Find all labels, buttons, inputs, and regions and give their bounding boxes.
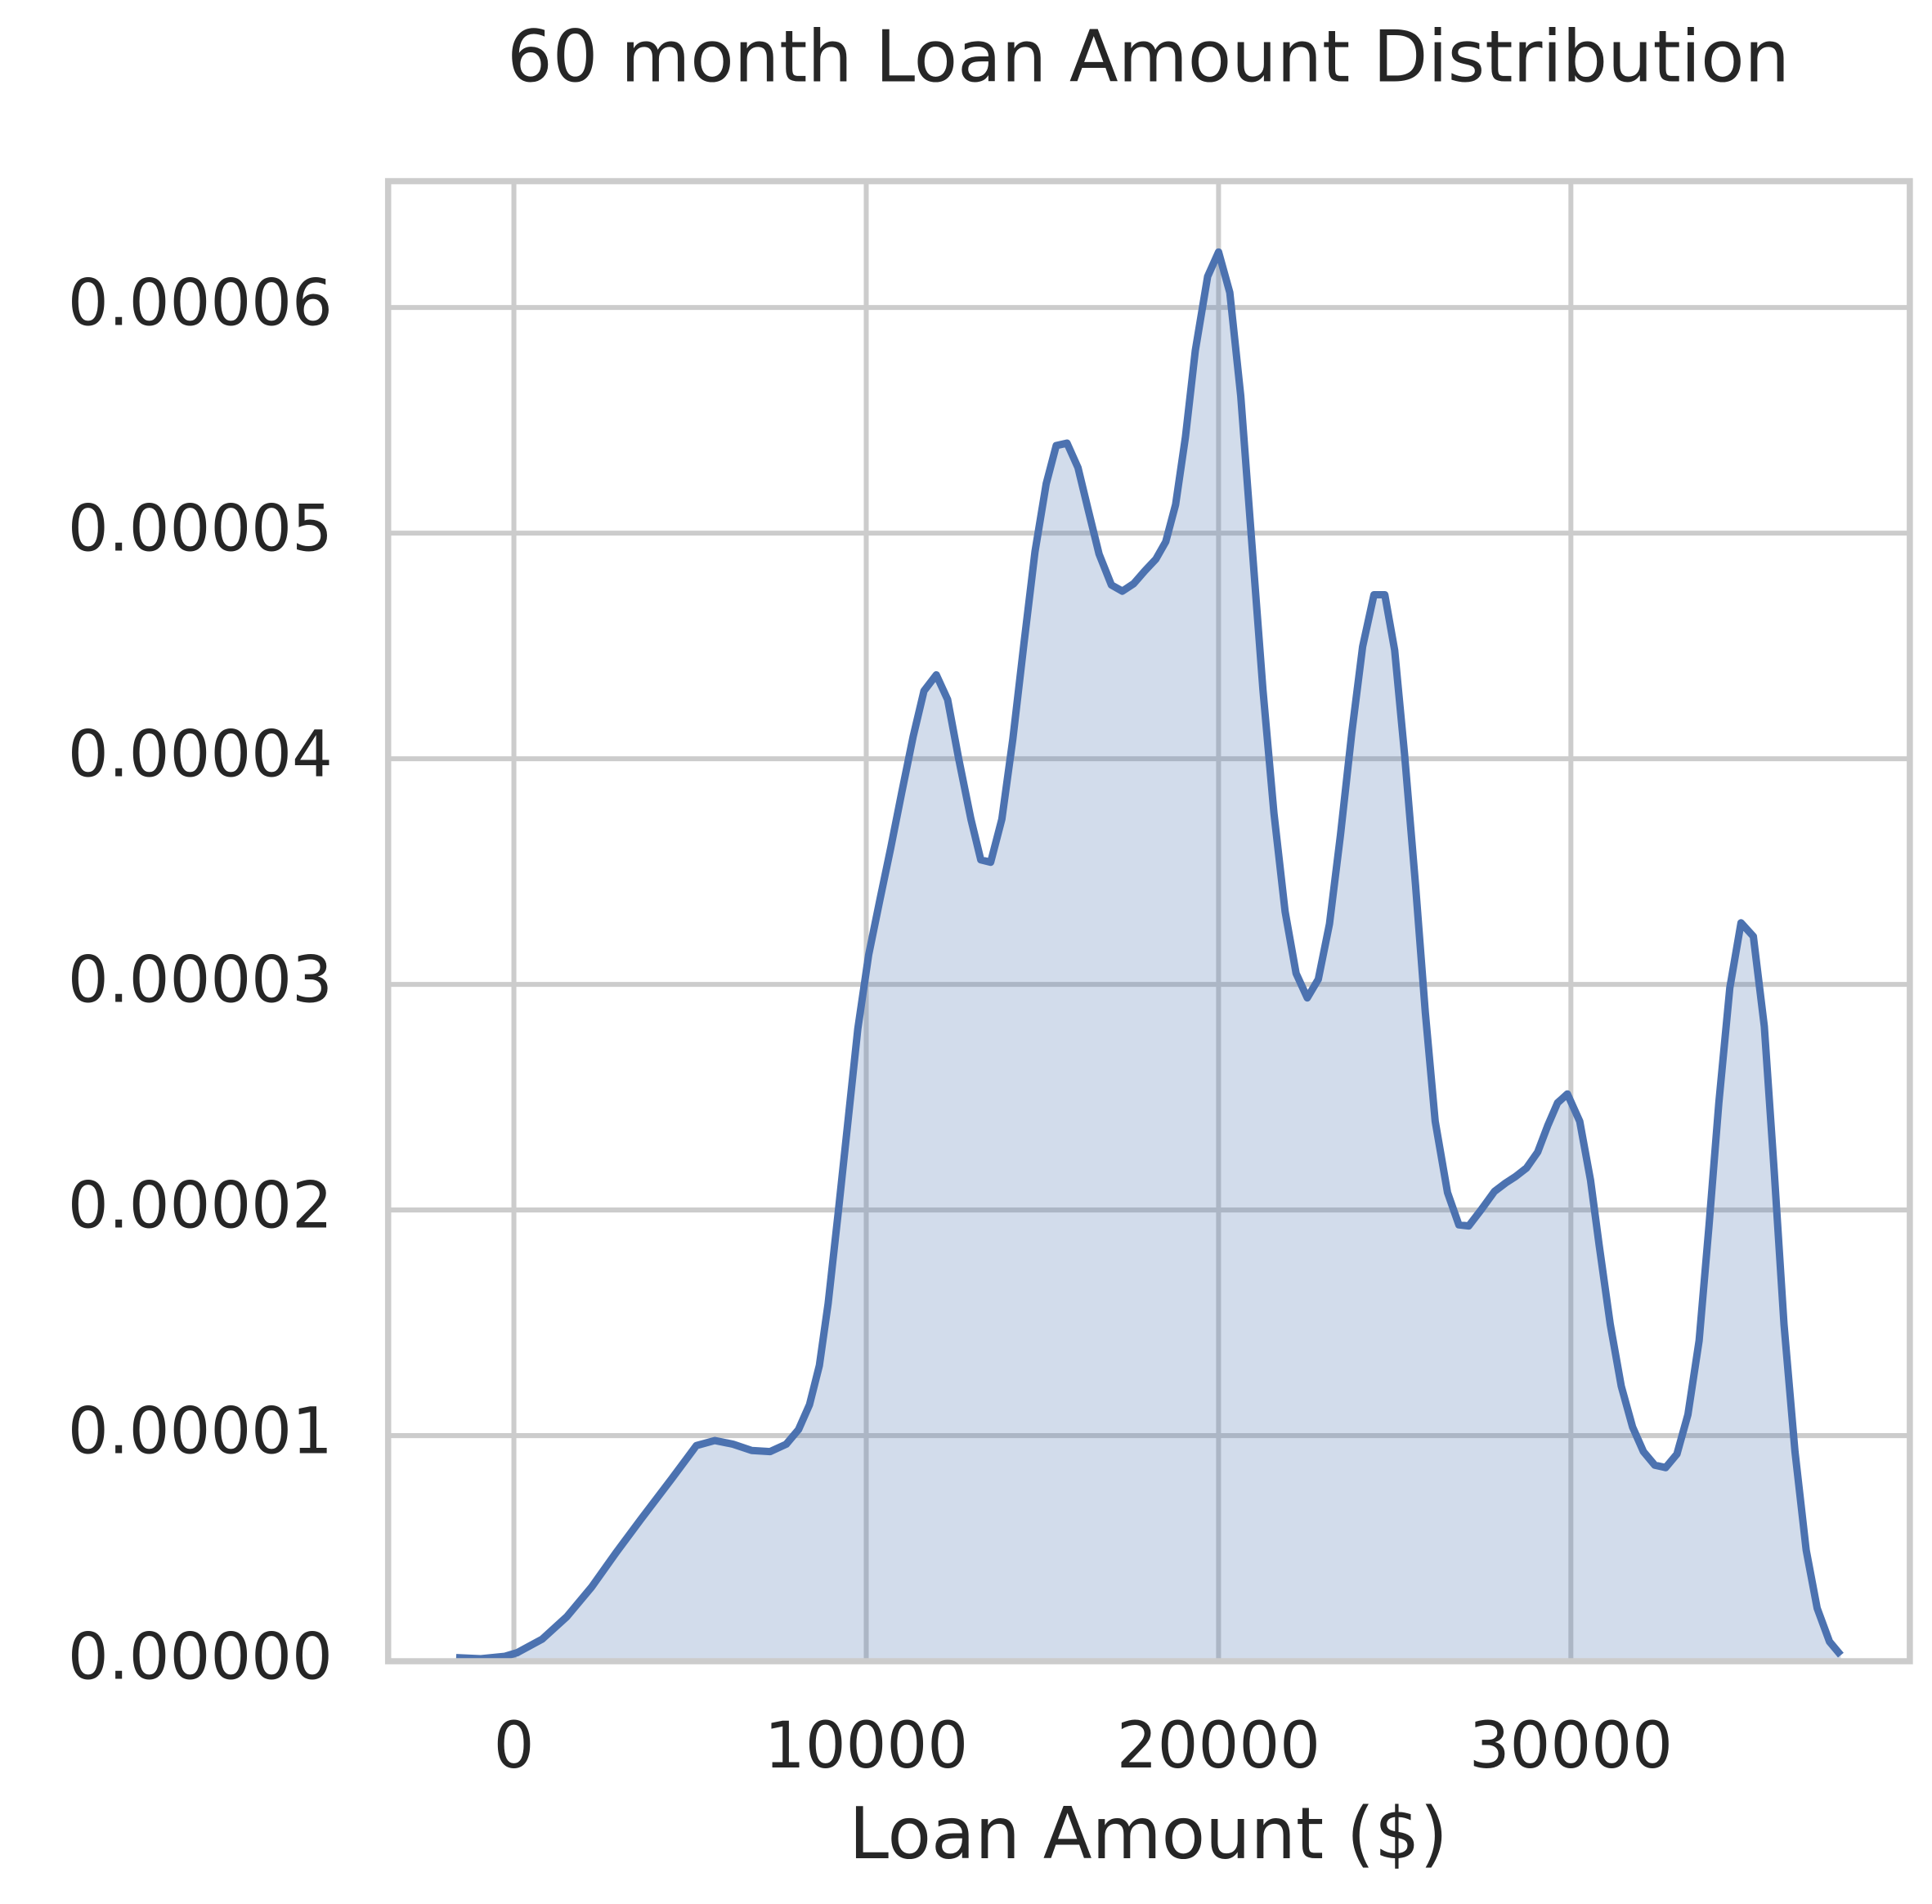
y-tick-label: 0.00002	[68, 1169, 333, 1243]
kde-line	[455, 248, 1844, 1663]
x-tick-label: 30000	[1469, 1709, 1673, 1783]
y-tick-label: 0.00000	[68, 1620, 333, 1694]
y-tick-label: 0.00003	[68, 943, 333, 1018]
kde-fill	[455, 252, 1841, 1662]
y-tick-label: 0.00001	[68, 1395, 333, 1469]
x-tick-label: 10000	[764, 1709, 968, 1783]
plot-frame	[384, 177, 1913, 1664]
x-tick-label: 20000	[1117, 1709, 1320, 1783]
x-axis-label: Loan Amount ($)	[849, 1792, 1447, 1875]
y-tick-label: 0.00006	[68, 267, 333, 341]
y-tick-label: 0.00005	[68, 492, 333, 567]
chart-title: 60 month Loan Amount Distribution	[507, 15, 1790, 98]
x-tick-label: 0	[494, 1709, 535, 1783]
y-tick-label: 0.00004	[68, 718, 333, 792]
